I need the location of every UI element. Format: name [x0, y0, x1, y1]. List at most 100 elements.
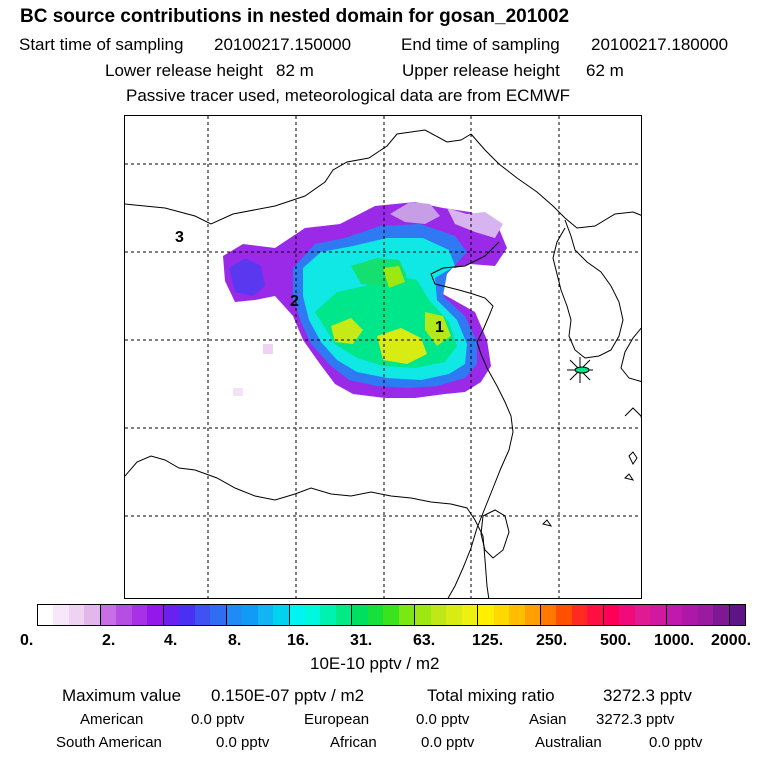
colorbar-tick: 63.	[413, 632, 436, 649]
colorbar-swatch	[509, 605, 525, 625]
colorbar-swatch	[320, 605, 336, 625]
colorbar-swatch	[650, 605, 667, 625]
plot-title: BC source contributions in nested domain…	[20, 6, 570, 27]
upper-release-label: Upper release height	[402, 61, 560, 80]
colorbar-units: 10E-10 pptv / m2	[310, 654, 440, 673]
colorbar-swatch	[430, 605, 447, 625]
region-name: African	[330, 734, 377, 751]
region-name: Asian	[529, 711, 567, 728]
colorbar-tick: 31.	[350, 632, 373, 649]
color-bar	[37, 604, 746, 626]
colorbar-swatch	[493, 605, 510, 625]
coastline-china	[430, 241, 514, 598]
colorbar-swatch	[587, 605, 604, 625]
colorbar-swatch	[446, 605, 462, 625]
region-label-3: 3	[175, 229, 184, 246]
graticule	[125, 116, 641, 598]
colorbar-swatch	[398, 605, 416, 625]
coastline-islands	[542, 451, 638, 527]
region-value: 0.0 pptv	[649, 734, 703, 751]
colorbar-swatch	[352, 605, 368, 625]
colorbar-swatch	[697, 605, 714, 625]
region-name: Australian	[535, 734, 602, 751]
colorbar-swatch	[666, 605, 683, 625]
colorbar-swatch	[147, 605, 164, 625]
coastline-kyushu	[624, 407, 641, 419]
colorbar-tick: 125.	[472, 632, 504, 649]
border-line	[125, 455, 490, 598]
colorbar-tick: 2.	[102, 632, 116, 649]
colorbar-swatch	[273, 605, 290, 625]
colorbar-swatch	[619, 605, 635, 625]
region-name: European	[304, 711, 370, 728]
colorbar-swatch	[713, 605, 730, 625]
colorbar-swatch	[461, 605, 479, 625]
colorbar-swatch	[131, 605, 148, 625]
colorbar-swatch	[116, 605, 132, 625]
upper-release-value: 62 m	[586, 61, 624, 80]
colorbar-tick: 2000.	[711, 632, 752, 649]
plume-yellow	[383, 266, 405, 288]
colorbar-swatch	[603, 605, 620, 625]
tracer-note: Passive tracer used, meteorological data…	[126, 86, 571, 105]
lower-release-value: 82 m	[276, 61, 314, 80]
region-value: 0.0 pptv	[421, 734, 475, 751]
colorbar-swatch	[179, 605, 195, 625]
border-line	[125, 129, 472, 225]
map-panel: 1 2 3	[124, 115, 642, 599]
colorbar-tick: 4.	[164, 632, 178, 649]
colorbar-swatch	[38, 605, 54, 625]
colorbar-swatch	[194, 605, 211, 625]
colorbar-swatch	[226, 605, 243, 625]
colorbar-tick: 16.	[287, 632, 310, 649]
colorbar-tick: 250.	[536, 632, 568, 649]
start-time-label: Start time of sampling	[19, 35, 184, 54]
region-value: 0.0 pptv	[191, 711, 245, 728]
colorbar-swatch	[335, 605, 353, 625]
plume-halo	[447, 208, 503, 238]
colorbar-swatch	[163, 605, 180, 625]
plume-halo	[390, 202, 440, 224]
region-label-1: 1	[435, 319, 444, 336]
region-value: 0.0 pptv	[416, 711, 470, 728]
colorbar-swatch	[556, 605, 572, 625]
end-time-label: End time of sampling	[401, 35, 560, 54]
plume-yellow	[331, 318, 363, 344]
receptor-star-icon	[567, 357, 593, 383]
end-time-value: 20100217.180000	[591, 35, 729, 54]
region-label-2: 2	[290, 293, 299, 310]
colorbar-swatch	[541, 605, 557, 625]
map-canvas: 1 2 3	[125, 116, 641, 598]
colorbar-swatch	[53, 605, 69, 625]
region-value: 0.0 pptv	[216, 734, 270, 751]
plume-blue	[229, 258, 265, 296]
colorbar-swatch	[304, 605, 321, 625]
colorbar-swatch	[571, 605, 588, 625]
colorbar-swatch	[289, 605, 305, 625]
colorbar-swatch	[367, 605, 384, 625]
region-name: South American	[56, 734, 162, 751]
colorbar-swatch	[729, 605, 746, 625]
coastline-japan	[620, 327, 641, 382]
colorbar-swatch	[68, 605, 85, 625]
plume-speck	[263, 344, 273, 354]
colorbar-tick: 8.	[228, 632, 242, 649]
plume-yellow	[377, 328, 427, 364]
region-name: American	[80, 711, 144, 728]
coastline-korea	[552, 219, 624, 359]
colorbar-swatch	[682, 605, 698, 625]
total-mixing-value: 3272.3 pptv	[603, 686, 692, 705]
colorbar-swatch	[100, 605, 117, 625]
colorbar-swatch	[84, 605, 101, 625]
colorbar-swatch	[478, 605, 494, 625]
total-mixing-label: Total mixing ratio	[427, 686, 555, 705]
concentration-plume	[223, 202, 507, 398]
max-value: 0.150E-07 pptv / m2	[211, 686, 365, 705]
colorbar-tick: 500.	[600, 632, 632, 649]
colorbar-tick: 1000.	[654, 632, 695, 649]
lower-release-label: Lower release height	[105, 61, 263, 80]
colorbar-swatch	[524, 605, 541, 625]
plume-speck	[233, 388, 243, 396]
plume-yellow	[425, 312, 451, 346]
colorbar-tick: 0.	[20, 632, 34, 649]
